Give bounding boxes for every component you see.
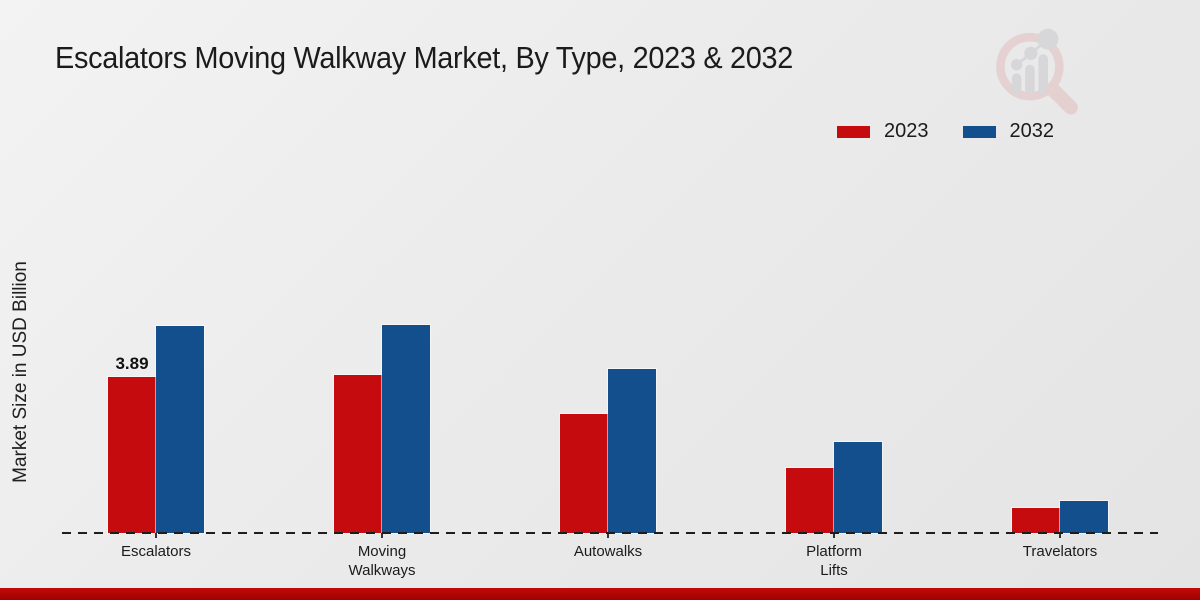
bar-2032-moving-walkways xyxy=(382,325,430,533)
x-tick-moving-walkways xyxy=(381,533,383,538)
bar-2032-escalators xyxy=(156,326,204,533)
bar-2023-travelators xyxy=(1012,508,1060,533)
bar-2032-travelators xyxy=(1060,501,1108,533)
category-label-moving-walkways: Moving Walkways xyxy=(348,543,416,579)
category-label-escalators: Escalators xyxy=(120,543,192,560)
x-tick-escalators xyxy=(155,533,157,538)
bar-2023-moving-walkways xyxy=(334,375,382,533)
bar-2023-escalators xyxy=(108,377,156,533)
footer-accent-strip xyxy=(0,588,1200,600)
bar-2032-platform-lifts xyxy=(834,442,882,533)
category-label-platform-lifts: Platform Lifts xyxy=(806,543,862,579)
x-tick-travelators xyxy=(1059,533,1061,538)
bar-2032-autowalks xyxy=(608,369,656,533)
legend-swatch-2023 xyxy=(837,125,870,138)
legend-swatch-2032 xyxy=(962,125,996,138)
x-axis-baseline xyxy=(62,532,1158,534)
bar-2023-platform-lifts xyxy=(786,468,834,533)
chart-title: Escalators Moving Walkway Market, By Typ… xyxy=(55,40,794,75)
category-label-travelators: Travelators xyxy=(1022,543,1098,560)
brand-logo-watermark xyxy=(996,28,1078,115)
legend: 2023 2032 xyxy=(837,120,1054,143)
bar-data-label: 3.89 xyxy=(115,354,149,373)
legend-label-2023: 2023 xyxy=(884,120,929,142)
legend-label-2032: 2032 xyxy=(1009,120,1055,142)
x-tick-autowalks xyxy=(607,533,609,538)
legend-item-2023: 2023 xyxy=(837,120,929,143)
legend-item-2032: 2032 xyxy=(962,120,1055,143)
bar-2023-autowalks xyxy=(560,414,608,533)
category-label-autowalks: Autowalks xyxy=(573,543,643,560)
x-tick-platform-lifts xyxy=(833,533,835,538)
